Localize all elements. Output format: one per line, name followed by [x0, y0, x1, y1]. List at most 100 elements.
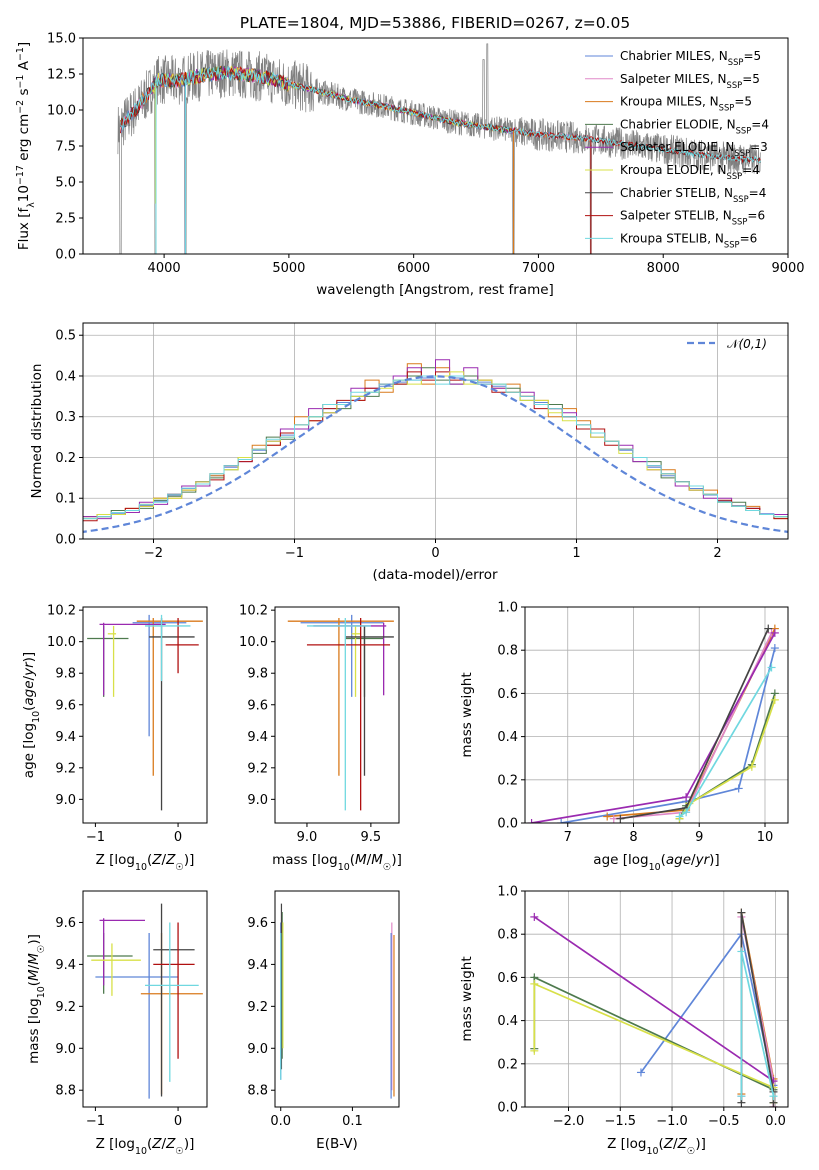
x-tick-label: −1.0 [656, 1114, 688, 1129]
y-tick-label: 0.5 [55, 329, 76, 344]
y-tick-label: 0.2 [55, 451, 76, 466]
legend-label: Chabrier ELODIE, NSSP=4 [620, 117, 769, 135]
plot-area [527, 624, 779, 823]
plot-area [83, 359, 788, 534]
legend-label: Salpeter MILES, NSSP=5 [620, 72, 760, 90]
y-tick-label: 0.2 [497, 773, 518, 788]
x-tick-label: 10 [757, 830, 774, 845]
histogram-step [83, 359, 788, 524]
label-part: =5 [742, 72, 760, 86]
label-part: Kroupa ELODIE, N [620, 163, 727, 177]
label-part: 10 [31, 711, 42, 723]
label-part: =4 [749, 186, 767, 200]
x-tick-label: 4000 [148, 261, 181, 276]
plot-area [287, 614, 394, 811]
x-tick-label: 0 [174, 1114, 182, 1129]
label-part: 10 [135, 1146, 147, 1157]
axes-frame [274, 606, 400, 824]
label-part: −2 [15, 100, 26, 114]
x-tick-label: −1.5 [604, 1114, 636, 1129]
label-part: ( [659, 1136, 664, 1152]
label-part: A [16, 60, 32, 74]
y-tick-label: 9.0 [55, 1042, 76, 1057]
label-part: Chabrier MILES, N [620, 49, 728, 63]
y-axis-label: mass [log10(M/M☉)] [26, 934, 47, 1064]
x-tick-label: 0.1 [342, 1114, 363, 1129]
gridlines [525, 890, 788, 1108]
plot-area [117, 43, 761, 254]
normal-curve [83, 375, 788, 534]
axes-frame [82, 322, 789, 540]
label-part: Kroupa STELIB, N [620, 231, 724, 245]
label-part: SSP [724, 239, 740, 249]
chart-title: PLATE=1804, MJD=53886, FIBERID=0267, z=0… [240, 14, 630, 32]
panel-mass_weight_vs_Z: −2.0 −1.5 −1.0 −0.5 0.0 0.0 0.2 0.4 0.6 0.8 1.0 [497, 885, 789, 1129]
label-part: )] [21, 652, 37, 663]
label-part: / [673, 1136, 678, 1152]
panel-mass_weight_vs_age: 7 8 9 10 0.0 0.2 0.4 0.6 0.8 1.0 [497, 601, 789, 845]
y-tick-label: 8.8 [247, 1084, 268, 1099]
y-tick-label: 10.2 [47, 604, 76, 619]
y-tick-label: 9.4 [55, 730, 76, 745]
label-part: ( [661, 852, 666, 868]
label-part: Z [663, 1136, 674, 1152]
label-part: Chabrier ELODIE, N [620, 117, 736, 131]
model-fit-line [120, 66, 761, 164]
label-part: −1 [15, 47, 26, 61]
label-part: Salpeter ELODIE, N [620, 140, 734, 154]
panel-mass_vs_ebv: 0.0 0.1 8.8 9.0 9.2 9.4 9.6 [247, 890, 400, 1129]
x-axis-label: wavelength [Angstrom, rest frame] [316, 282, 554, 298]
y-axis-label: Normed distribution [29, 364, 45, 499]
y-tick-label: 9.6 [55, 916, 76, 931]
gridlines [525, 606, 788, 824]
label-part: Z [165, 852, 176, 868]
label-part: age [log [593, 852, 648, 868]
y-tick-label: 0.8 [497, 928, 518, 943]
legend: 𝒩(0,1) [687, 337, 767, 351]
label-part: yr [21, 661, 37, 677]
x-tick-label: 9.0 [297, 830, 318, 845]
y-axis-label: mass weight [459, 956, 475, 1041]
label-part: SSP [736, 125, 752, 135]
x-tick-label: 6000 [397, 261, 430, 276]
label-part: −17 [15, 165, 26, 185]
label-part: )] [695, 1136, 706, 1152]
y-tick-label: 7.5 [55, 140, 76, 155]
x-tick-label: 5000 [272, 261, 305, 276]
y-tick-label: 12.5 [47, 68, 76, 83]
x-tick-label: −1 [86, 830, 105, 845]
y-tick-label: 2.5 [55, 212, 76, 227]
x-axis-label: E(B-V) [316, 1136, 358, 1152]
label-part: / [367, 852, 372, 868]
label-part: Z [165, 1136, 176, 1152]
y-tick-label: 9.6 [55, 698, 76, 713]
legend-label: Chabrier STELIB, NSSP=4 [620, 186, 766, 204]
label-part: SSP [719, 103, 735, 113]
label-part: ( [26, 981, 42, 986]
label-part: ( [350, 852, 355, 868]
x-axis-label: (data-model)/error [372, 567, 498, 583]
weight-line [740, 951, 775, 1097]
plot-area [87, 903, 203, 1099]
y-tick-label: 9.2 [247, 1000, 268, 1015]
y-tick-label: 9.4 [247, 730, 268, 745]
label-part: =3 [750, 140, 768, 154]
y-tick-label: 9.4 [247, 958, 268, 973]
y-tick-label: 9.0 [247, 1042, 268, 1057]
y-axis-label: age [log10(age/yr)] [21, 652, 42, 778]
x-tick-label: 0.0 [270, 1114, 291, 1129]
y-tick-label: 0.0 [55, 248, 76, 263]
label-part: 10 [135, 862, 147, 873]
label-part: Flux [f [16, 207, 32, 251]
x-tick-label: 0.0 [765, 1114, 786, 1129]
axes-frame [82, 606, 208, 824]
label-part: ☉ [383, 862, 391, 873]
label-part: SSP [732, 217, 748, 227]
weight-line [613, 632, 773, 820]
x-tick-label: 7 [564, 830, 572, 845]
label-part: age [21, 680, 37, 705]
x-tick-label: 8 [629, 830, 637, 845]
weight-line [678, 699, 776, 820]
label-part: =4 [742, 163, 760, 177]
y-tick-label: 0.4 [497, 730, 518, 745]
